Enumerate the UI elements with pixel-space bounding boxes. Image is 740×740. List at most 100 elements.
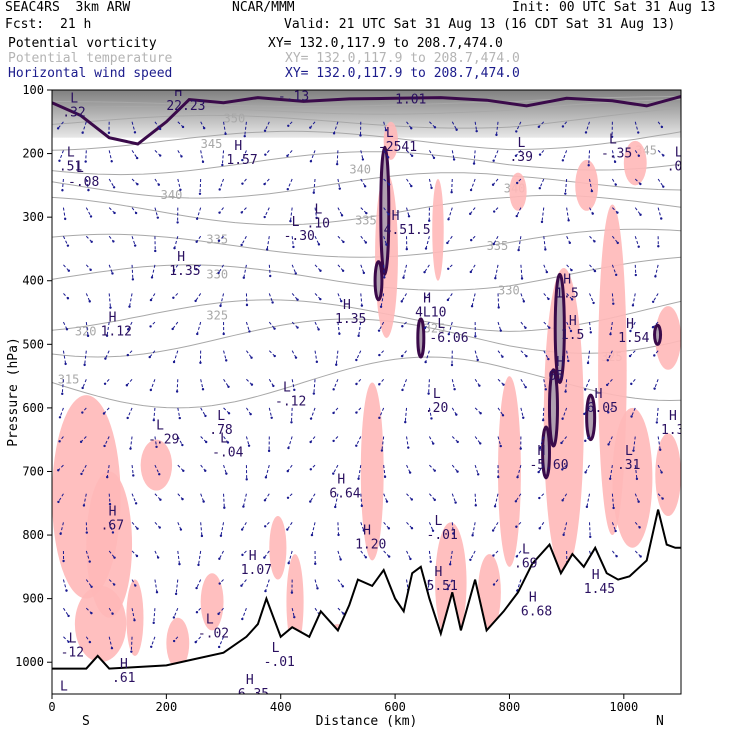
- wind-vector-head: [195, 611, 199, 614]
- wind-vector: [223, 350, 227, 361]
- wind-vector: [657, 207, 662, 219]
- wind-vector: [497, 407, 504, 416]
- wind-vector: [62, 207, 66, 220]
- wind-vector: [401, 321, 407, 327]
- wind-vector: [469, 207, 476, 215]
- wind-vector-head: [224, 132, 227, 136]
- pv-extremum-value: 1.07: [241, 563, 272, 578]
- wind-vector-head: [198, 192, 202, 195]
- wind-vector: [129, 293, 133, 307]
- wind-vector: [634, 465, 638, 479]
- wind-vector: [447, 579, 453, 590]
- wind-vector-head: [562, 533, 565, 537]
- wind-vector-head: [158, 472, 161, 476]
- wind-vector-head: [226, 441, 230, 444]
- wind-vector-head: [227, 412, 231, 415]
- wind-vector: [656, 407, 659, 423]
- wind-vector-head: [217, 612, 220, 616]
- wind-vector-head: [240, 584, 243, 587]
- y-tick-label: 900: [22, 592, 44, 606]
- theta-contour: [52, 151, 681, 176]
- pv-shading: [435, 522, 467, 644]
- pv-low-marker: L: [386, 126, 394, 141]
- wind-vector-head: [197, 563, 200, 567]
- pv-extremum-value: -.08: [68, 175, 99, 190]
- field-xy-pv: XY= 132.0,117.9 to 208.7,474.0: [268, 36, 503, 51]
- wind-vector-head: [660, 217, 663, 220]
- wind-vector-head: [564, 390, 567, 393]
- wind-vector: [153, 608, 156, 623]
- wind-vector: [173, 607, 179, 618]
- wind-vector-head: [660, 471, 663, 474]
- wind-vector: [493, 207, 499, 212]
- pv-shading: [166, 617, 190, 669]
- wind-vector: [543, 293, 549, 300]
- wind-vector-head: [585, 505, 589, 509]
- pv-strong-contour: [379, 145, 391, 276]
- wind-vector-head: [263, 129, 267, 132]
- wind-vector-head: [286, 187, 289, 191]
- wind-vector: [108, 178, 115, 188]
- wind-vector-head: [400, 354, 404, 358]
- wind-vector-head: [225, 359, 228, 362]
- wind-vector: [632, 293, 636, 306]
- wind-vector-head: [90, 240, 93, 243]
- wind-vector: [57, 121, 64, 129]
- wind-vector-head: [607, 411, 610, 414]
- wind-vector-head: [249, 412, 252, 416]
- wind-vector: [200, 493, 205, 502]
- wind-vector-head: [499, 329, 502, 332]
- wind-vector: [219, 178, 225, 190]
- wind-vector-head: [659, 448, 662, 452]
- wind-vector-head: [570, 268, 573, 272]
- wind-vector-head: [113, 583, 116, 586]
- wind-vector-head: [332, 411, 335, 415]
- wind-vector-head: [495, 133, 498, 137]
- wind-vector: [309, 493, 316, 502]
- wind-vector: [497, 321, 502, 331]
- pv-shading: [140, 439, 173, 491]
- wind-vector: [562, 121, 568, 127]
- wind-vector-head: [632, 449, 635, 452]
- wind-vector-head: [637, 154, 641, 157]
- wind-vector: [200, 121, 205, 129]
- wind-vector: [474, 379, 480, 386]
- wind-vector-head: [204, 414, 207, 418]
- pv-shading: [200, 573, 224, 631]
- wind-vector-head: [85, 531, 88, 534]
- wind-vector: [474, 464, 479, 475]
- wind-vector-head: [317, 243, 321, 246]
- wind-vector: [85, 235, 93, 243]
- wind-vector: [428, 178, 433, 189]
- wind-vector-head: [150, 276, 154, 279]
- wind-vector-head: [387, 527, 391, 530]
- wind-vector: [451, 150, 455, 160]
- pv-extremum-value: 6.68: [521, 604, 552, 619]
- pv-low-marker: L: [109, 705, 117, 720]
- wind-vector-head: [227, 385, 230, 388]
- wind-vector-head: [637, 500, 640, 503]
- wind-vector-head: [380, 449, 384, 452]
- wind-vector-head: [478, 384, 481, 387]
- pv-extremum-value: .07: [667, 159, 690, 174]
- pv-high-marker: H: [337, 473, 345, 488]
- wind-vector: [470, 235, 476, 241]
- wind-vector-head: [410, 127, 413, 130]
- wind-vector: [494, 264, 499, 279]
- wind-vector-head: [456, 470, 459, 473]
- wind-vector-head: [332, 472, 335, 475]
- wind-vector: [543, 321, 550, 329]
- wind-vector-head: [470, 305, 474, 308]
- wind-vector: [360, 493, 363, 506]
- wind-vector-head: [446, 298, 450, 302]
- wind-vector: [608, 436, 613, 445]
- pv-low-marker: L: [292, 215, 300, 230]
- wind-vector: [154, 150, 161, 156]
- wind-vector-head: [58, 440, 61, 443]
- wind-vector: [223, 407, 230, 414]
- wind-vector: [85, 150, 87, 162]
- wind-vector: [428, 436, 434, 444]
- wind-vector: [177, 550, 180, 565]
- wind-vector-head: [364, 556, 368, 559]
- wind-vector-head: [453, 388, 456, 391]
